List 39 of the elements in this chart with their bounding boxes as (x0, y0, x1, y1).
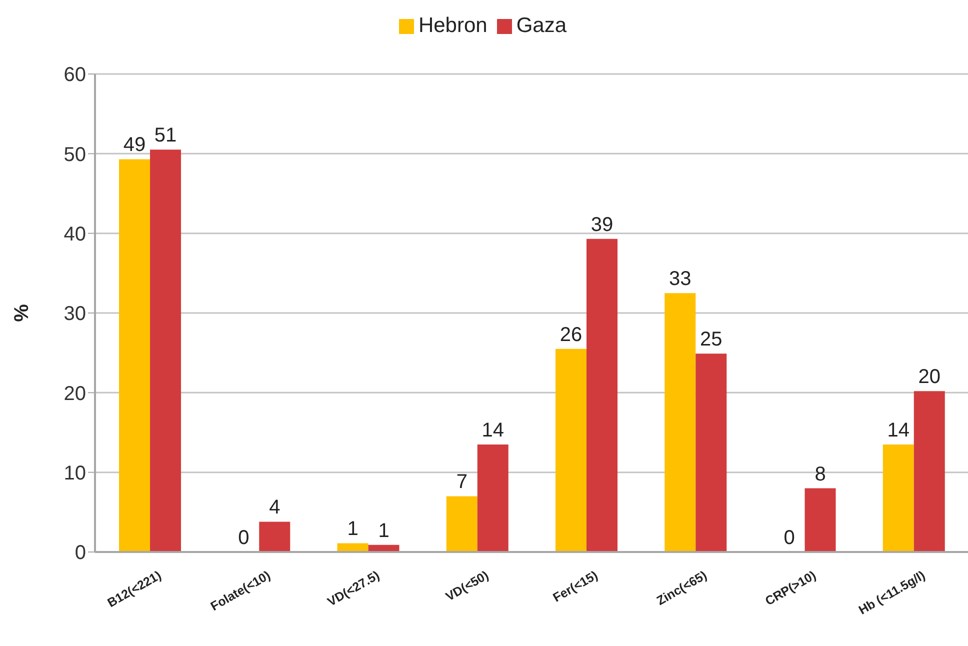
y-tick-label: 30 (64, 303, 86, 326)
data-label: 33 (669, 268, 692, 290)
data-label: 25 (700, 328, 722, 351)
bar (337, 543, 368, 552)
data-label: 0 (238, 526, 250, 549)
data-label: 39 (590, 214, 614, 236)
bar (556, 348, 587, 552)
bar (119, 159, 150, 552)
data-label: 4 (269, 496, 280, 519)
data-label: 20 (918, 366, 941, 388)
data-label: 8 (814, 463, 826, 486)
bar (446, 496, 478, 552)
bar (477, 444, 508, 552)
legend-label: Hebron (418, 14, 488, 37)
bar (696, 354, 727, 552)
legend-label: Gaza (516, 14, 567, 37)
y-tick-label: 20 (64, 382, 86, 405)
bar (914, 391, 945, 552)
data-label: 7 (456, 471, 468, 494)
y-tick-label: 0 (74, 542, 86, 564)
data-label: 51 (154, 124, 177, 147)
y-axis-title: % (11, 304, 33, 322)
bar (259, 522, 290, 552)
bar (882, 444, 914, 552)
data-label: 14 (482, 419, 504, 442)
y-tick-label: 50 (64, 144, 86, 166)
bar (804, 488, 836, 552)
data-label: 26 (560, 324, 582, 346)
bar (664, 293, 696, 552)
data-label: 49 (123, 134, 146, 156)
data-label: 1 (347, 518, 358, 540)
data-label: 1 (378, 520, 390, 542)
y-tick-label: 10 (64, 462, 86, 484)
data-label: 0 (784, 526, 795, 549)
y-tick-label: 60 (64, 64, 86, 86)
data-label: 14 (887, 419, 910, 442)
y-tick-label: 40 (64, 223, 86, 246)
bar (150, 150, 182, 552)
bar (586, 238, 618, 552)
